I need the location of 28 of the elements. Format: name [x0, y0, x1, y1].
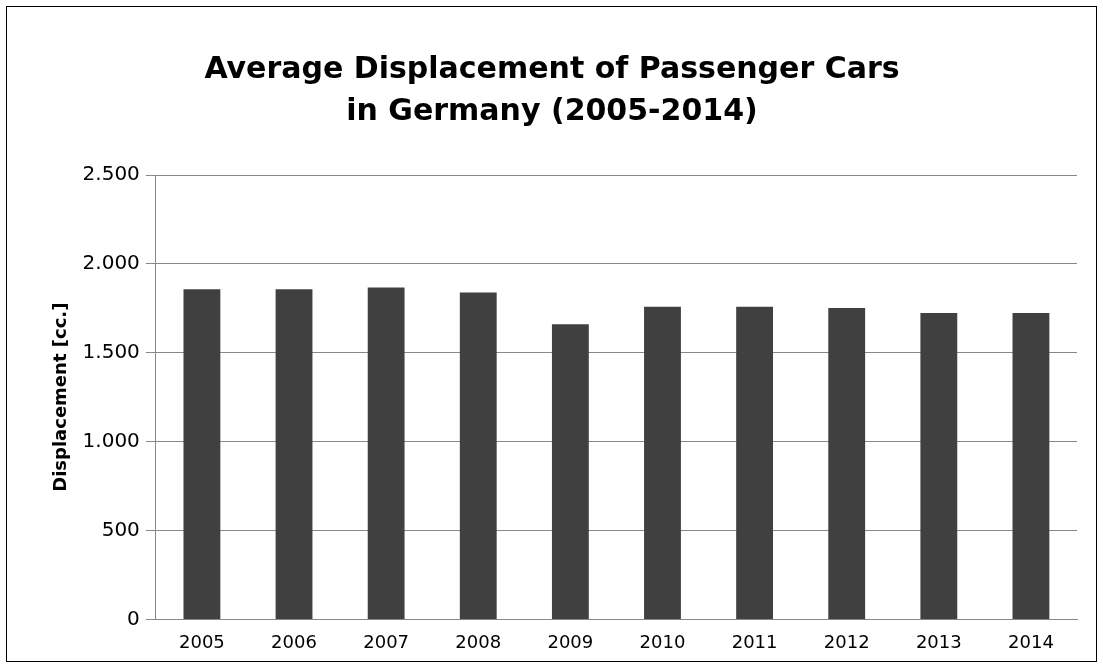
bar: [920, 312, 958, 619]
y-tick-label: 2.500: [82, 161, 140, 186]
bar: [1012, 312, 1050, 619]
bar: [459, 292, 497, 619]
bar: [644, 306, 681, 619]
x-tick-label: 2006: [271, 630, 317, 652]
x-tick-label: 2014: [1008, 630, 1054, 652]
bar: [828, 307, 866, 619]
y-tick-label: 1.500: [82, 338, 140, 363]
x-tick-label: 2012: [823, 630, 870, 652]
bar: [551, 324, 589, 619]
bar: [367, 287, 405, 619]
chart-title: Average Displacement of Passenger Cars in Germany (2005-2014): [203, 49, 901, 129]
x-tick-label: 2007: [363, 630, 410, 652]
x-tick-label: 2005: [179, 630, 225, 652]
bar: [275, 289, 313, 619]
x-tick-label: 2011: [731, 630, 778, 652]
bar: [183, 289, 221, 619]
x-tick-label: 2008: [455, 630, 502, 652]
y-tick-label: 1.000: [82, 427, 140, 452]
x-tick-label: 2010: [639, 630, 686, 652]
y-axis-title: Displacement [cc.]: [49, 302, 71, 492]
bar: [736, 306, 774, 619]
y-tick-label: 0: [127, 605, 140, 630]
y-tick-label: 500: [101, 516, 140, 541]
x-tick-label: 2013: [915, 630, 962, 652]
y-tick-label: 2.000: [82, 250, 140, 275]
x-tick-label: 2009: [547, 630, 594, 652]
